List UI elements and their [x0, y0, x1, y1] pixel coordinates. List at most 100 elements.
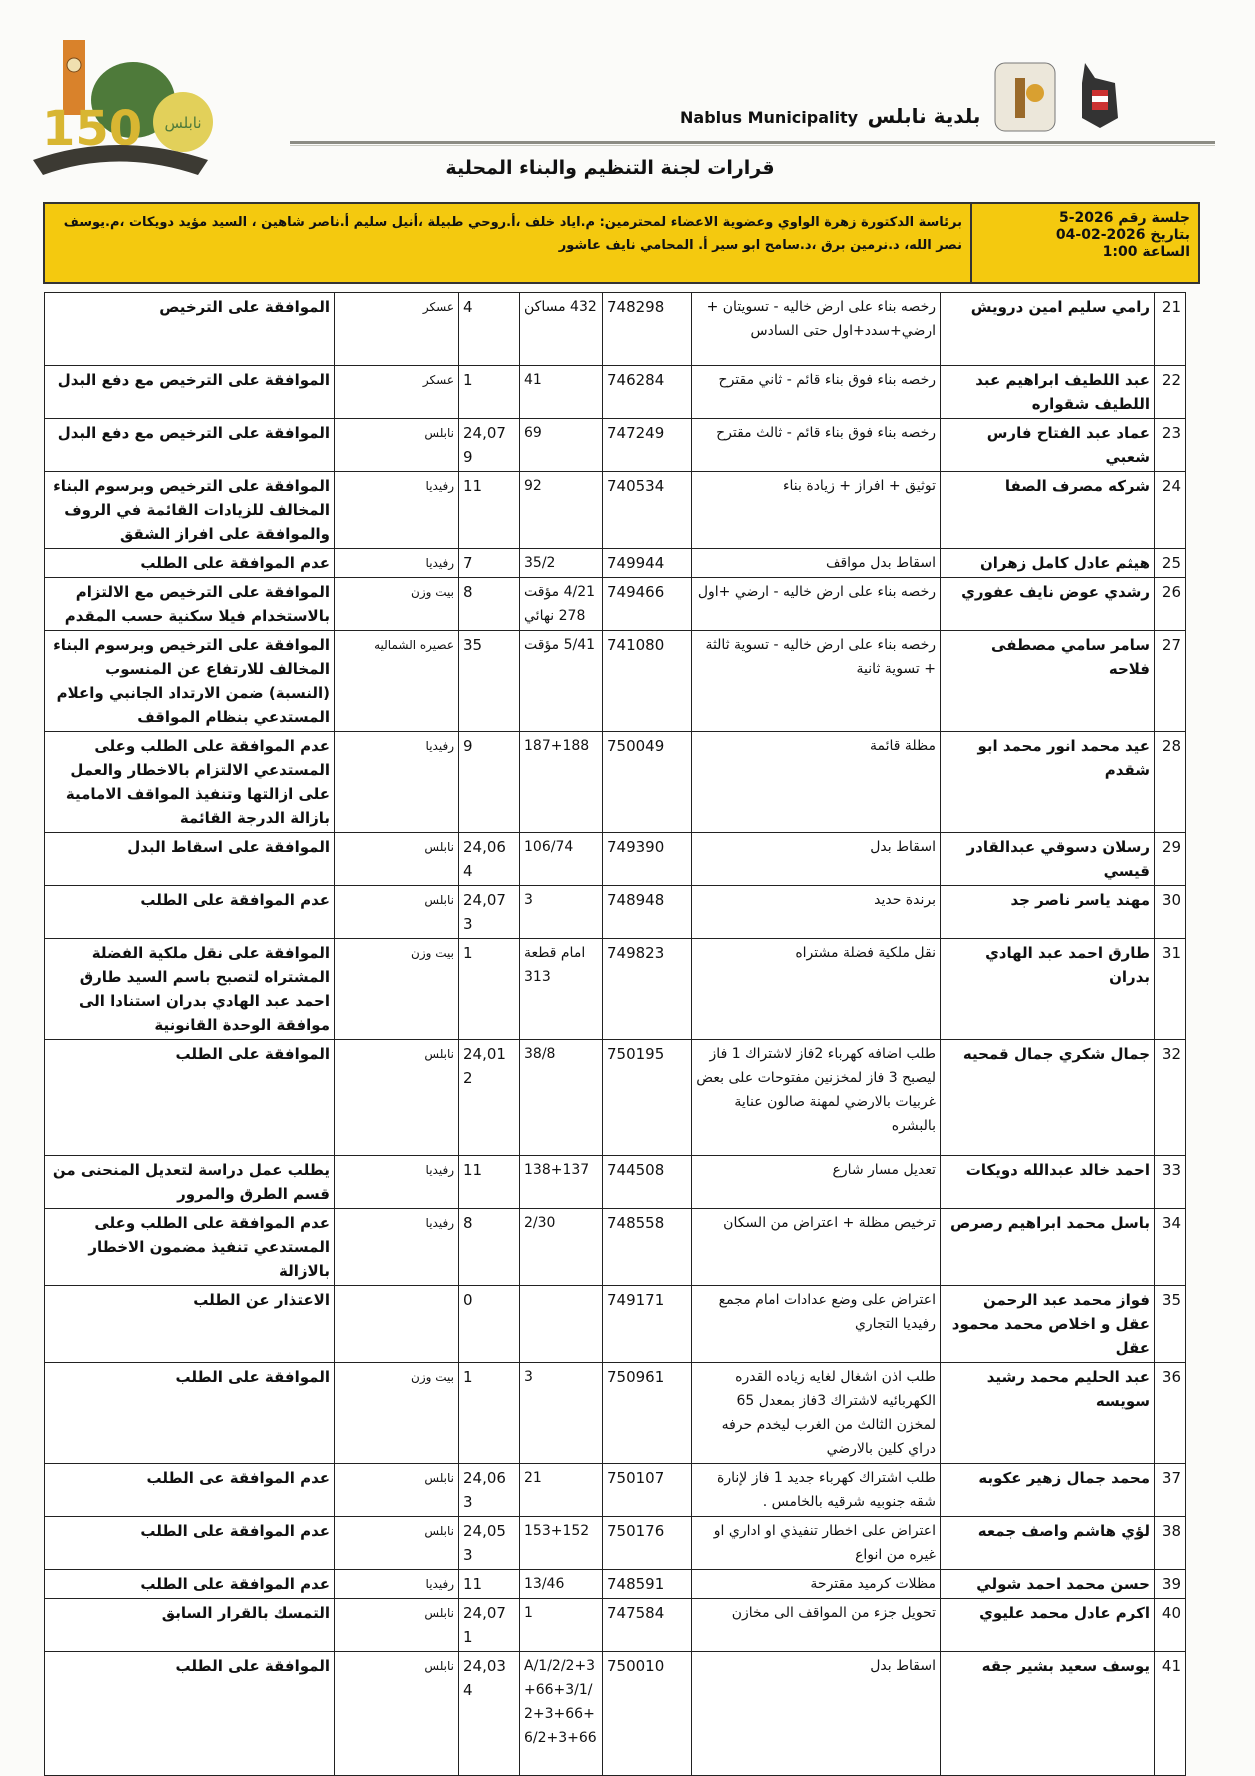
applicant-name: هيثم عادل كامل زهران [940, 548, 1155, 578]
decision: عدم الموافقة على الطلب [44, 548, 335, 578]
decision: الموافقة على الترخيص [44, 292, 335, 366]
request-description: رخصه بناء على ارض خاليه - ارضي +اول [691, 577, 941, 631]
row-number: 22 [1154, 365, 1186, 419]
parcel-number: امام قطعة 313 [519, 938, 603, 1040]
request-number: 750961 [602, 1362, 692, 1464]
session-info: جلسة رقم 2026-5 بتاريخ 2026-02-04 الساعة… [970, 204, 1198, 282]
applicant-name: عيد محمد انور محمد ابو شقدم [940, 731, 1155, 833]
table-row: 39 حسن محمد احمد شولي مظلات كرميد مقترحة 74… [44, 1569, 1186, 1599]
decision: عدم الموافقة عى الطلب [44, 1463, 335, 1517]
applicant-name: فواز محمد عبد الرحمن عقل و اخلاص محمد مح… [940, 1285, 1155, 1363]
request-description: طلب اذن اشغال لغايه زياده القدره الكهربا… [691, 1362, 941, 1464]
area-name: نابلس [334, 418, 459, 472]
area-name: رفيديا [334, 1155, 459, 1209]
applicant-name: عماد عبد الفتاح فارس شعبي [940, 418, 1155, 472]
request-description: رخصه بناء على ارض خاليه - تسوية ثالثة + … [691, 630, 941, 732]
request-number: 750176 [602, 1516, 692, 1570]
request-number: 748948 [602, 885, 692, 939]
decision: الموافقة على اسقاط البدل [44, 832, 335, 886]
block-number: 24,079 [458, 418, 520, 472]
request-number: 747584 [602, 1598, 692, 1652]
parcel-number: 138+137 [519, 1155, 603, 1209]
applicant-name: جمال شكري جمال قمحيه [940, 1039, 1155, 1156]
request-number: 748558 [602, 1208, 692, 1286]
request-description: تحويل جزء من المواقف الى مخازن [691, 1598, 941, 1652]
row-number: 32 [1154, 1039, 1186, 1156]
row-number: 24 [1154, 471, 1186, 549]
applicant-name: حسن محمد احمد شولي [940, 1569, 1155, 1599]
applicant-name: طارق احمد عبد الهادي بدران [940, 938, 1155, 1040]
applicant-name: اكرم عادل محمد عليوي [940, 1598, 1155, 1652]
request-description: مظلة قائمة [691, 731, 941, 833]
row-number: 33 [1154, 1155, 1186, 1209]
parcel-number: 21 [519, 1463, 603, 1517]
applicant-name: رشدي عوض نايف عفوري [940, 577, 1155, 631]
row-number: 34 [1154, 1208, 1186, 1286]
parcel-number: 5/41 مؤقت [519, 630, 603, 732]
block-number: 24,053 [458, 1516, 520, 1570]
row-number: 29 [1154, 832, 1186, 886]
block-number: 8 [458, 577, 520, 631]
row-number: 36 [1154, 1362, 1186, 1464]
request-description: رخصه بناء فوق بناء قائم - ثاني مقترح [691, 365, 941, 419]
area-name: نابلس [334, 1463, 459, 1517]
area-name: عسكر [334, 292, 459, 366]
parcel-number: 38/8 [519, 1039, 603, 1156]
parcel-number: 69 [519, 418, 603, 472]
block-number: 24,034 [458, 1651, 520, 1776]
area-name: رفيديا [334, 731, 459, 833]
row-number: 40 [1154, 1598, 1186, 1652]
row-number: 38 [1154, 1516, 1186, 1570]
block-number: 8 [458, 1208, 520, 1286]
session-date: بتاريخ 2026-02-04 [1055, 227, 1190, 243]
request-description: برندة حديد [691, 885, 941, 939]
block-number: 11 [458, 1569, 520, 1599]
request-description: نقل ملكية فضلة مشتراه [691, 938, 941, 1040]
area-name: رفيديا [334, 548, 459, 578]
decision: التمسك بالقرار السابق [44, 1598, 335, 1652]
decision: عدم الموافقة على الطلب وعلى المستدعي الا… [44, 731, 335, 833]
request-description: تعديل مسار شارع [691, 1155, 941, 1209]
applicant-name: شركه مصرف الصفا [940, 471, 1155, 549]
request-number: 750107 [602, 1463, 692, 1517]
area-name: بيت وزن [334, 938, 459, 1040]
parcel-number: 3 [519, 1362, 603, 1464]
row-number: 39 [1154, 1569, 1186, 1599]
applicant-name: يوسف سعيد بشير جقه [940, 1651, 1155, 1776]
parcel-number: 3 [519, 885, 603, 939]
applicant-name: باسل محمد ابراهيم رصرص [940, 1208, 1155, 1286]
applicant-name: رامي سليم امين درويش [940, 292, 1155, 366]
row-number: 30 [1154, 885, 1186, 939]
request-description: اعتراض على اخطار تنفيذي او اداري او غيره… [691, 1516, 941, 1570]
area-name: نابلس [334, 1516, 459, 1570]
block-number: 11 [458, 471, 520, 549]
decision: الموافقة على الترخيص مع الالتزام بالاستخ… [44, 577, 335, 631]
request-number: 749390 [602, 832, 692, 886]
table-row: 35 فواز محمد عبد الرحمن عقل و اخلاص محمد … [44, 1285, 1186, 1363]
request-number: 747249 [602, 418, 692, 472]
applicant-name: مهند ياسر ناصر جد [940, 885, 1155, 939]
parcel-number: A/1/2/2+3+66+3/1/2+3+66+6/2+3+66 [519, 1651, 603, 1776]
applicant-name: لؤي هاشم واصف جمعه [940, 1516, 1155, 1570]
request-description: ترخيص مظلة + اعتراض من السكان [691, 1208, 941, 1286]
request-number: 740534 [602, 471, 692, 549]
area-name [334, 1285, 459, 1363]
parcel-number [519, 1285, 603, 1363]
decision: الموافقة على الطلب [44, 1362, 335, 1464]
request-description: اسقاط بدل مواقف [691, 548, 941, 578]
decision: الموافقة على الترخيص وبرسوم البناء المخا… [44, 630, 335, 732]
row-number: 28 [1154, 731, 1186, 833]
table-row: 37 محمد جمال زهير عكوبه طلب اشتراك كهرباء … [44, 1463, 1186, 1517]
decision: الموافقة على الترخيص وبرسوم البناء المخا… [44, 471, 335, 549]
parcel-number: 13/46 [519, 1569, 603, 1599]
table-row: 40 اكرم عادل محمد عليوي تحويل جزء من الموا… [44, 1598, 1186, 1652]
table-row: 36 عبد الحليم محمد رشيد سويسه طلب اذن اشغا… [44, 1362, 1186, 1464]
area-name: نابلس [334, 1598, 459, 1652]
request-number: 748591 [602, 1569, 692, 1599]
table-row: 24 شركه مصرف الصفا توثيق + افراز + زيادة ب… [44, 471, 1186, 549]
request-number: 744508 [602, 1155, 692, 1209]
applicant-name: عبد الحليم محمد رشيد سويسه [940, 1362, 1155, 1464]
block-number: 0 [458, 1285, 520, 1363]
area-name: رفيديا [334, 1569, 459, 1599]
parcel-number: 4/21 مؤقت 278 نهائي [519, 577, 603, 631]
